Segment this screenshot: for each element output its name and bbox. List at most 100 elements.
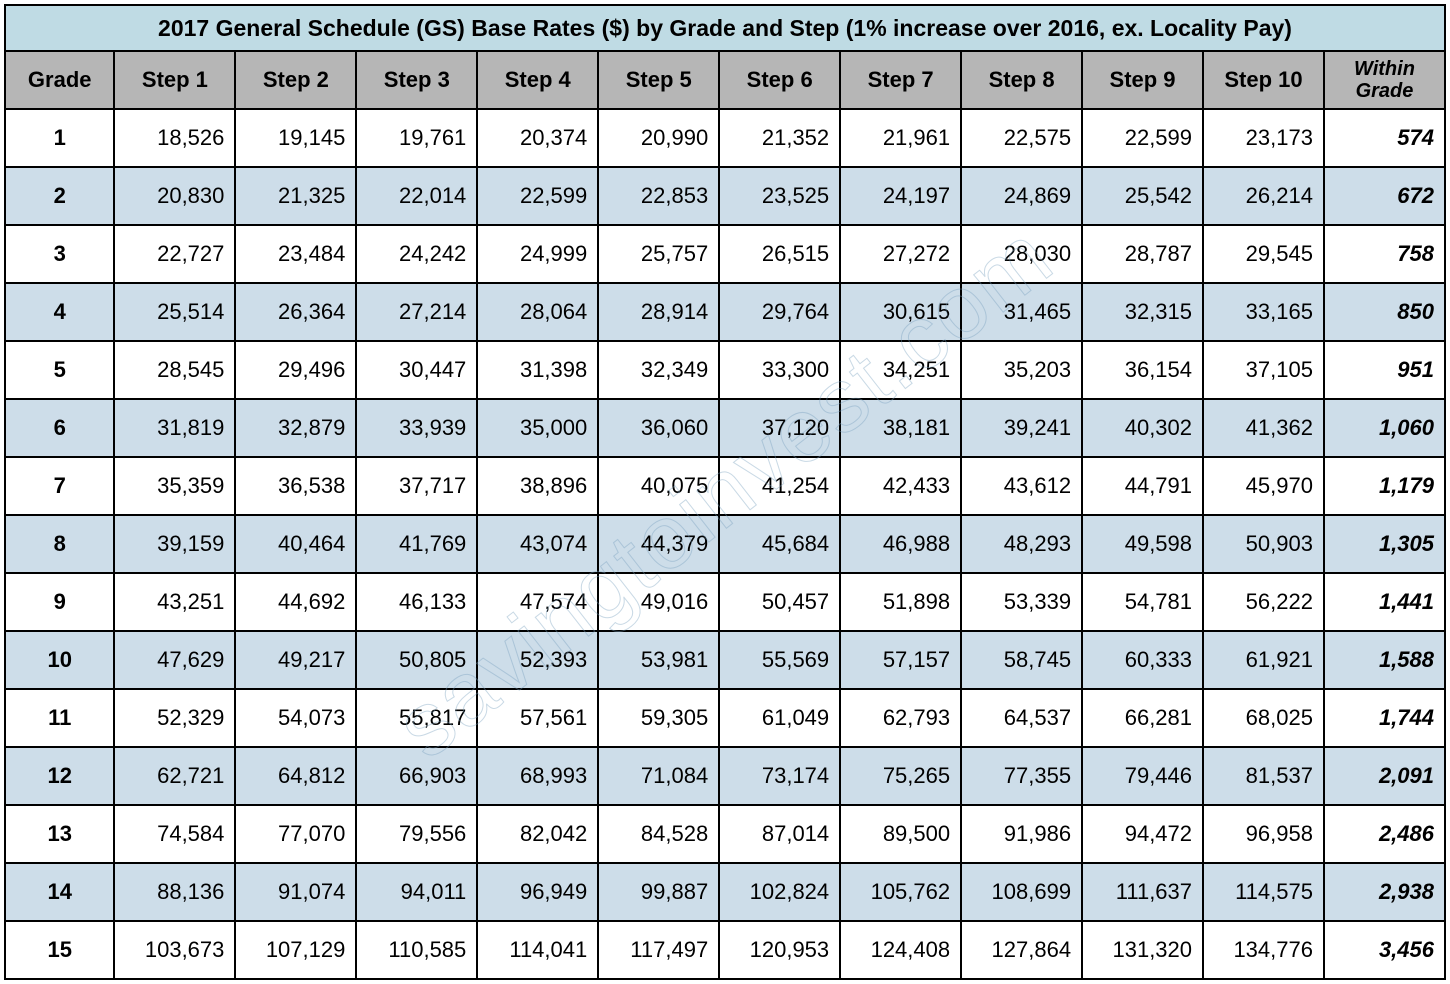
table-row: 1262,72164,81266,90368,99371,08473,17475…: [5, 747, 1445, 805]
grade-cell: 7: [5, 457, 114, 515]
within-grade-cell: 951: [1324, 341, 1445, 399]
value-cell: 54,073: [235, 689, 356, 747]
value-cell: 105,762: [840, 863, 961, 921]
value-cell: 55,817: [356, 689, 477, 747]
value-cell: 117,497: [598, 921, 719, 979]
grade-cell: 11: [5, 689, 114, 747]
value-cell: 18,526: [114, 109, 235, 167]
value-cell: 49,217: [235, 631, 356, 689]
grade-cell: 10: [5, 631, 114, 689]
value-cell: 33,939: [356, 399, 477, 457]
value-cell: 29,545: [1203, 225, 1324, 283]
value-cell: 37,717: [356, 457, 477, 515]
table-row: 1374,58477,07079,55682,04284,52887,01489…: [5, 805, 1445, 863]
value-cell: 64,812: [235, 747, 356, 805]
table-row: 1488,13691,07494,01196,94999,887102,8241…: [5, 863, 1445, 921]
value-cell: 73,174: [719, 747, 840, 805]
value-cell: 108,699: [961, 863, 1082, 921]
value-cell: 61,049: [719, 689, 840, 747]
value-cell: 77,070: [235, 805, 356, 863]
value-cell: 38,181: [840, 399, 961, 457]
value-cell: 60,333: [1082, 631, 1203, 689]
value-cell: 28,545: [114, 341, 235, 399]
value-cell: 22,727: [114, 225, 235, 283]
value-cell: 40,464: [235, 515, 356, 573]
value-cell: 26,364: [235, 283, 356, 341]
value-cell: 50,903: [1203, 515, 1324, 573]
value-cell: 29,496: [235, 341, 356, 399]
value-cell: 94,011: [356, 863, 477, 921]
value-cell: 21,352: [719, 109, 840, 167]
value-cell: 89,500: [840, 805, 961, 863]
table-row: 322,72723,48424,24224,99925,75726,51527,…: [5, 225, 1445, 283]
value-cell: 36,060: [598, 399, 719, 457]
table-row: 943,25144,69246,13347,57449,01650,45751,…: [5, 573, 1445, 631]
value-cell: 50,805: [356, 631, 477, 689]
value-cell: 62,793: [840, 689, 961, 747]
within-grade-cell: 2,486: [1324, 805, 1445, 863]
table-row: 528,54529,49630,44731,39832,34933,30034,…: [5, 341, 1445, 399]
col-step-8: Step 8: [961, 51, 1082, 109]
value-cell: 40,302: [1082, 399, 1203, 457]
value-cell: 114,041: [477, 921, 598, 979]
value-cell: 49,016: [598, 573, 719, 631]
value-cell: 22,853: [598, 167, 719, 225]
value-cell: 96,949: [477, 863, 598, 921]
value-cell: 64,537: [961, 689, 1082, 747]
value-cell: 30,447: [356, 341, 477, 399]
value-cell: 43,074: [477, 515, 598, 573]
table-row: 220,83021,32522,01422,59922,85323,52524,…: [5, 167, 1445, 225]
table-wrap: 2017 General Schedule (GS) Base Rates ($…: [4, 4, 1446, 980]
value-cell: 52,329: [114, 689, 235, 747]
value-cell: 56,222: [1203, 573, 1324, 631]
value-cell: 55,569: [719, 631, 840, 689]
value-cell: 27,214: [356, 283, 477, 341]
value-cell: 31,819: [114, 399, 235, 457]
value-cell: 82,042: [477, 805, 598, 863]
value-cell: 91,986: [961, 805, 1082, 863]
value-cell: 37,120: [719, 399, 840, 457]
within-grade-cell: 672: [1324, 167, 1445, 225]
value-cell: 24,242: [356, 225, 477, 283]
value-cell: 31,465: [961, 283, 1082, 341]
value-cell: 27,272: [840, 225, 961, 283]
grade-cell: 5: [5, 341, 114, 399]
grade-cell: 6: [5, 399, 114, 457]
table-row: 735,35936,53837,71738,89640,07541,25442,…: [5, 457, 1445, 515]
value-cell: 41,769: [356, 515, 477, 573]
value-cell: 91,074: [235, 863, 356, 921]
col-step-2: Step 2: [235, 51, 356, 109]
value-cell: 62,721: [114, 747, 235, 805]
value-cell: 36,154: [1082, 341, 1203, 399]
value-cell: 20,374: [477, 109, 598, 167]
within-grade-cell: 1,060: [1324, 399, 1445, 457]
value-cell: 45,970: [1203, 457, 1324, 515]
value-cell: 33,300: [719, 341, 840, 399]
value-cell: 23,484: [235, 225, 356, 283]
value-cell: 40,075: [598, 457, 719, 515]
gs-pay-table: 2017 General Schedule (GS) Base Rates ($…: [4, 4, 1446, 980]
within-grade-cell: 574: [1324, 109, 1445, 167]
value-cell: 61,921: [1203, 631, 1324, 689]
value-cell: 57,157: [840, 631, 961, 689]
within-grade-cell: 1,588: [1324, 631, 1445, 689]
value-cell: 124,408: [840, 921, 961, 979]
grade-cell: 9: [5, 573, 114, 631]
value-cell: 127,864: [961, 921, 1082, 979]
grade-cell: 4: [5, 283, 114, 341]
header-row: GradeStep 1Step 2Step 3Step 4Step 5Step …: [5, 51, 1445, 109]
value-cell: 102,824: [719, 863, 840, 921]
within-grade-cell: 1,744: [1324, 689, 1445, 747]
value-cell: 21,325: [235, 167, 356, 225]
col-within-grade: WithinGrade: [1324, 51, 1445, 109]
value-cell: 28,914: [598, 283, 719, 341]
value-cell: 99,887: [598, 863, 719, 921]
value-cell: 20,990: [598, 109, 719, 167]
value-cell: 58,745: [961, 631, 1082, 689]
title-row: 2017 General Schedule (GS) Base Rates ($…: [5, 5, 1445, 51]
within-grade-cell: 2,938: [1324, 863, 1445, 921]
value-cell: 22,599: [477, 167, 598, 225]
within-grade-label: WithinGrade: [1354, 58, 1415, 102]
table-row: 1047,62949,21750,80552,39353,98155,56957…: [5, 631, 1445, 689]
value-cell: 22,599: [1082, 109, 1203, 167]
